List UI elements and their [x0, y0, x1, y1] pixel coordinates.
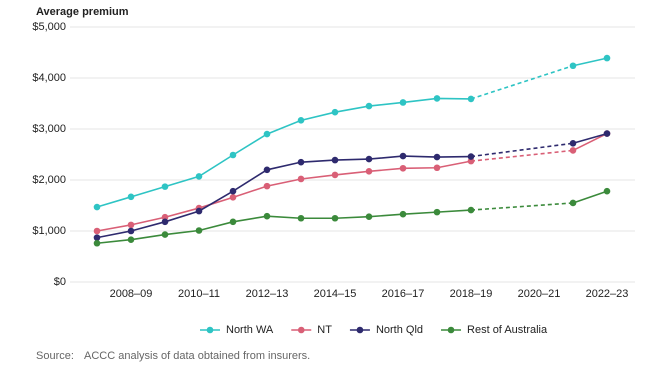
data-point — [433, 153, 441, 161]
data-point — [229, 218, 237, 226]
gap-line — [470, 149, 574, 162]
x-tick-label: 2022–23 — [586, 288, 629, 300]
series-line — [96, 155, 472, 239]
data-point — [433, 208, 441, 216]
data-point — [331, 214, 339, 222]
x-tick-label: 2016–17 — [382, 288, 425, 300]
x-tick-label: 2010–11 — [178, 288, 220, 300]
data-point — [433, 95, 441, 102]
source-label: Source: — [36, 350, 74, 362]
data-point — [467, 206, 475, 214]
data-point — [93, 227, 101, 235]
y-tick-label: $2,000 — [32, 174, 66, 186]
data-point — [399, 210, 407, 218]
data-point — [569, 147, 577, 154]
data-point — [467, 95, 475, 103]
legend-marker — [297, 326, 305, 334]
data-point — [297, 158, 305, 166]
data-point — [195, 227, 203, 234]
data-point — [229, 151, 237, 159]
data-point — [93, 239, 101, 247]
series-line — [572, 57, 608, 67]
data-point — [603, 54, 611, 62]
data-point — [399, 152, 407, 160]
y-tick-label: $1,000 — [32, 225, 66, 237]
data-point — [331, 156, 339, 164]
gap-line — [470, 142, 574, 158]
data-point — [93, 234, 101, 241]
data-point — [263, 212, 271, 220]
x-tick-label: 2014–15 — [314, 288, 357, 300]
series-line — [572, 132, 608, 152]
legend-label: North Qld — [376, 324, 423, 336]
data-point — [331, 108, 339, 116]
data-point — [127, 193, 135, 201]
data-point — [297, 175, 305, 183]
data-point — [569, 139, 577, 147]
data-point — [229, 194, 237, 201]
data-point — [161, 183, 169, 190]
y-tick-label: $4,000 — [32, 72, 66, 84]
data-point — [263, 182, 271, 190]
data-point — [433, 164, 441, 172]
data-point — [297, 117, 305, 124]
data-point — [229, 187, 237, 195]
data-point — [569, 199, 577, 207]
legend-marker — [356, 326, 364, 334]
series-line — [96, 160, 472, 232]
y-tick-label: $0 — [54, 276, 66, 288]
series-line — [96, 209, 472, 245]
x-tick-label: 2020–21 — [518, 288, 561, 300]
data-point — [365, 155, 373, 163]
y-tick-label: $5,000 — [32, 21, 66, 33]
legend-label: NT — [317, 324, 332, 336]
gap-line — [470, 202, 574, 211]
legend-label: Rest of Australia — [467, 324, 548, 336]
data-point — [297, 214, 305, 222]
data-point — [263, 166, 271, 174]
source-text: ACCC analysis of data obtained from insu… — [84, 350, 310, 362]
data-point — [603, 187, 611, 195]
data-point — [365, 168, 373, 175]
legend-marker — [206, 326, 214, 334]
x-tick-label: 2018–19 — [450, 288, 493, 300]
data-point — [127, 236, 135, 243]
legend-label: North WA — [226, 324, 274, 336]
x-tick-label: 2012–13 — [246, 288, 289, 300]
data-point — [365, 213, 373, 221]
series-line — [572, 190, 608, 204]
y-axis-title: Average premium — [36, 6, 129, 18]
data-point — [93, 203, 101, 211]
x-tick-label: 2008–09 — [110, 288, 153, 300]
data-point — [161, 218, 169, 226]
data-point — [569, 62, 577, 70]
gap-line — [470, 64, 574, 100]
data-point — [399, 164, 407, 172]
data-point — [365, 102, 373, 110]
data-point — [263, 130, 271, 138]
data-point — [161, 213, 169, 221]
data-point — [127, 227, 135, 235]
series-line — [572, 132, 608, 145]
legend-marker — [447, 326, 455, 334]
data-point — [399, 99, 407, 106]
y-tick-label: $3,000 — [32, 123, 66, 135]
data-point — [467, 153, 475, 160]
data-point — [603, 130, 611, 137]
series-line — [96, 97, 472, 208]
data-point — [467, 157, 475, 165]
data-point — [195, 207, 203, 215]
data-point — [161, 231, 169, 238]
data-point — [331, 171, 339, 179]
data-point — [195, 173, 203, 180]
data-point — [127, 221, 135, 229]
